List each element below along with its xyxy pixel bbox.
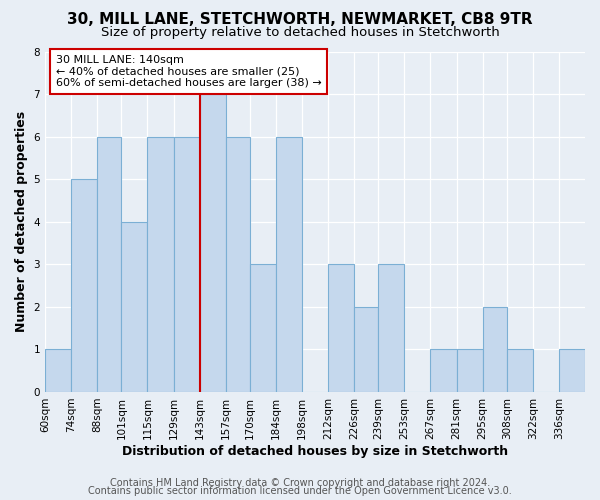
- Bar: [250, 264, 276, 392]
- Y-axis label: Number of detached properties: Number of detached properties: [15, 111, 28, 332]
- Text: Contains public sector information licensed under the Open Government Licence v3: Contains public sector information licen…: [88, 486, 512, 496]
- Bar: [457, 350, 482, 392]
- Bar: [97, 136, 121, 392]
- Bar: [173, 136, 200, 392]
- Bar: [354, 307, 379, 392]
- Text: Contains HM Land Registry data © Crown copyright and database right 2024.: Contains HM Land Registry data © Crown c…: [110, 478, 490, 488]
- Bar: [121, 222, 148, 392]
- X-axis label: Distribution of detached houses by size in Stetchworth: Distribution of detached houses by size …: [122, 444, 508, 458]
- Bar: [200, 94, 226, 392]
- Text: 30 MILL LANE: 140sqm
← 40% of detached houses are smaller (25)
60% of semi-detac: 30 MILL LANE: 140sqm ← 40% of detached h…: [56, 55, 322, 88]
- Bar: [559, 350, 585, 392]
- Bar: [45, 350, 71, 392]
- Text: Size of property relative to detached houses in Stetchworth: Size of property relative to detached ho…: [101, 26, 499, 39]
- Bar: [482, 307, 507, 392]
- Bar: [328, 264, 354, 392]
- Bar: [430, 350, 457, 392]
- Bar: [148, 136, 173, 392]
- Bar: [379, 264, 404, 392]
- Text: 30, MILL LANE, STETCHWORTH, NEWMARKET, CB8 9TR: 30, MILL LANE, STETCHWORTH, NEWMARKET, C…: [67, 12, 533, 28]
- Bar: [507, 350, 533, 392]
- Bar: [71, 179, 97, 392]
- Bar: [226, 136, 250, 392]
- Bar: [276, 136, 302, 392]
